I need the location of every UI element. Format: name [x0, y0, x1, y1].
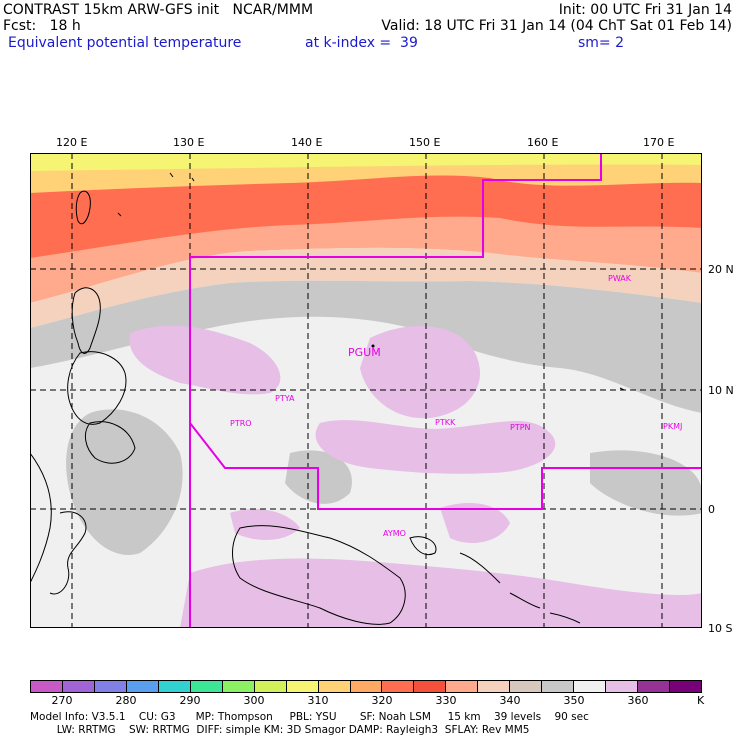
- lat-label: 20 N: [708, 263, 734, 276]
- colorbar-swatch: [541, 681, 574, 692]
- station-label: PKMJ: [663, 422, 682, 431]
- colorbar-swatch: [31, 681, 62, 692]
- coastlines: [30, 172, 625, 625]
- purple-region: [230, 508, 300, 540]
- colorbar-tick-label: 290: [179, 694, 201, 707]
- colorbar: [30, 680, 702, 693]
- purple-region: [440, 503, 510, 543]
- colorbar-tick-label: 270: [51, 694, 73, 707]
- colorbar-tick-label: 340: [499, 694, 521, 707]
- colorbar-swatch: [93, 681, 126, 692]
- map-frame: [30, 153, 702, 628]
- colorbar-swatch: [285, 681, 318, 692]
- station-label: PTRO: [230, 419, 252, 428]
- colorbar-swatch: [669, 681, 702, 692]
- lat-label: 0: [708, 503, 715, 516]
- colorbar-tick-label: 350: [563, 694, 585, 707]
- lon-label: 130 E: [173, 136, 205, 149]
- borneo-coast: [30, 452, 52, 584]
- colorbar-swatch: [61, 681, 94, 692]
- colorbar-swatch: [125, 681, 158, 692]
- model-physics: LW: RRTMG SW: RRTMG DIFF: simple KM: 3D …: [30, 724, 530, 736]
- colorbar-swatch: [253, 681, 286, 692]
- colorbar-swatch: [637, 681, 670, 692]
- station-label: AYMO: [383, 529, 406, 538]
- field-name: Equivalent potential temperature: [8, 35, 242, 51]
- colorbar-tick-label: 300: [243, 694, 265, 707]
- colorbar-swatch: [573, 681, 606, 692]
- colorbar-tick-label: 310: [307, 694, 329, 707]
- valid-time: Valid: 18 UTC Fri 31 Jan 14 (04 ChT Sat …: [381, 18, 732, 34]
- lon-label: 140 E: [291, 136, 323, 149]
- colorbar-swatch: [221, 681, 254, 692]
- purple-region: [315, 420, 556, 474]
- smoothing-value: sm= 2: [578, 35, 625, 51]
- station-label: PGUM: [348, 346, 381, 359]
- colorbar-tick-label: 330: [435, 694, 457, 707]
- colorbar-tick-label: 320: [371, 694, 393, 707]
- bismarck-coast: [409, 536, 437, 556]
- colorbar-swatch: [349, 681, 382, 692]
- lon-label: 150 E: [409, 136, 441, 149]
- taiwan-coast: [75, 190, 91, 225]
- colorbar-swatch: [445, 681, 478, 692]
- fir-boundary: [189, 153, 702, 628]
- model-info: Model Info: V3.5.1 CU: G3 MP: Thompson P…: [30, 711, 589, 723]
- colorbar-swatch: [509, 681, 542, 692]
- station-label: PTPN: [510, 423, 531, 432]
- init-time: Init: 00 UTC Fri 31 Jan 14: [558, 2, 732, 18]
- lon-label: 120 E: [56, 136, 88, 149]
- lon-label: 160 E: [527, 136, 559, 149]
- colorbar-swatch: [477, 681, 510, 692]
- lon-label: 170 E: [643, 136, 675, 149]
- colorbar-swatch: [413, 681, 446, 692]
- run-title: CONTRAST 15km ARW-GFS init NCAR/MMM: [3, 2, 314, 18]
- station-label: PTYA: [275, 394, 295, 403]
- level-index: at k-index = 39: [305, 35, 418, 51]
- solomon-coast: [459, 552, 501, 584]
- philippines-coast: [67, 351, 127, 425]
- graticule: [30, 153, 702, 628]
- luzon-coast: [71, 287, 101, 354]
- gray-patch: [66, 409, 183, 555]
- colorbar-tick-label: 280: [115, 694, 137, 707]
- forecast-hour: Fcst: 18 h: [3, 18, 81, 34]
- station-label: PTKK: [435, 418, 456, 427]
- lat-label: 10 S: [708, 622, 733, 635]
- colorbar-swatch: [605, 681, 638, 692]
- purple-region: [180, 558, 702, 628]
- colorbar-swatch: [189, 681, 222, 692]
- colorbar-swatch: [157, 681, 190, 692]
- mindanao-coast: [84, 421, 136, 464]
- new-guinea-coast: [232, 525, 406, 625]
- colorbar-unit: K: [697, 694, 705, 707]
- sulawesi-coast: [49, 511, 87, 595]
- colorbar-swatch: [381, 681, 414, 692]
- purple-region: [360, 326, 480, 419]
- colorbar-tick-label: 360: [627, 694, 649, 707]
- gray-patch: [590, 450, 702, 516]
- theta-e-map: PGUM PTYA PTRO PTKK PTPN PKMJ PWAK AYMO: [30, 153, 702, 628]
- colorbar-swatch: [317, 681, 350, 692]
- purple-region: [129, 325, 281, 395]
- guam-marker: [371, 344, 375, 348]
- station-label: PWAK: [608, 274, 632, 283]
- theta-band-355: [30, 280, 702, 413]
- theta-band-350: [30, 247, 702, 328]
- lat-label: 10 N: [708, 384, 734, 397]
